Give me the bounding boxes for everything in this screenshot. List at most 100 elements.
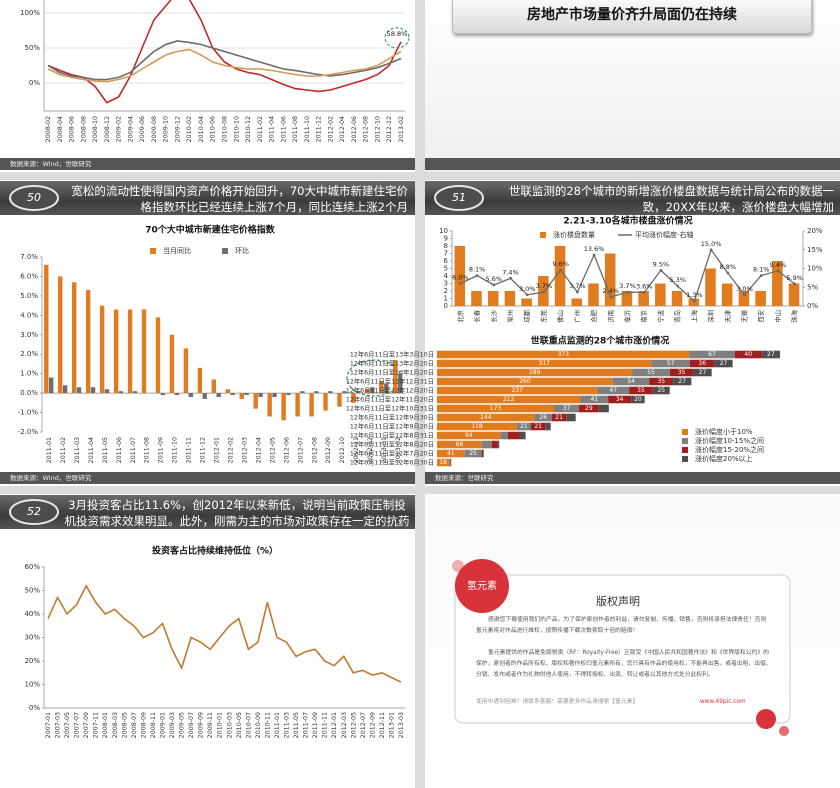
- x-tick-label: 2012-09: [369, 712, 376, 738]
- segment-label: 94: [465, 432, 473, 439]
- x-tick-label: 2011-12: [200, 437, 207, 463]
- value-label: 1.3%: [686, 291, 703, 299]
- bar: [118, 391, 124, 394]
- x-tick-label: 2011-03: [284, 712, 291, 738]
- copyright-paragraph: 感谢您下载使用我们的产品，为了保护原创作者的利益，请勿复制、传播、销售，否则将承…: [476, 617, 767, 634]
- y-category-label: 12年6月11日至12年12月20日: [346, 386, 434, 395]
- bar-segment: [500, 431, 509, 440]
- decor-dot: [779, 726, 789, 736]
- x-tick-label: 2008-09: [140, 712, 147, 738]
- y-tick-label: 7: [444, 250, 448, 258]
- slide-panel: [0, 494, 415, 788]
- y2-tick-label: 10%: [807, 265, 823, 273]
- chart: 0% 50% 100% 2008-02 2008-04 2008-06 2008-08 200…: [20, 0, 410, 142]
- bar: [571, 298, 583, 306]
- legend-label: 环比: [235, 246, 249, 255]
- bar-segment: [531, 422, 546, 431]
- segment-label: 25: [657, 387, 665, 394]
- bar: [258, 393, 263, 397]
- legend-label: 涨价幅度小于10%: [695, 427, 753, 436]
- bar: [521, 298, 532, 306]
- bar-segment: [437, 413, 535, 422]
- bar: [295, 393, 300, 417]
- value-label: 2.4%: [603, 287, 620, 295]
- x-tick-label: 2011-11: [186, 437, 193, 463]
- y-tick-label: 10%: [24, 681, 40, 689]
- x-tick-label: 2008-06: [69, 116, 76, 142]
- legend-swatch: [682, 438, 688, 444]
- bar-segment: [437, 377, 613, 386]
- bar: [323, 393, 328, 411]
- bar: [356, 391, 361, 394]
- bar-segment: [669, 368, 694, 377]
- bar: [487, 291, 499, 306]
- segment-label: 18: [439, 459, 447, 466]
- segment-label: 35: [657, 378, 665, 385]
- y-category-label: 12年6月11日至12年12月31日: [346, 377, 434, 386]
- x-tick-label: 2009-08: [151, 116, 158, 142]
- segment-label: 25: [469, 450, 477, 457]
- bar-segment: [651, 359, 691, 368]
- y-tick-label: 5: [444, 265, 448, 273]
- segment-label: 57: [667, 360, 675, 367]
- slide-heading: 3月投资客占比11.6%，创2012年以来新低，说明当前政策压制投机投资需求效果…: [64, 498, 410, 544]
- bar-segment: [580, 395, 609, 404]
- bar: [588, 283, 599, 306]
- x-tick-label: 2011-04: [269, 116, 276, 142]
- segment-label: 54: [627, 378, 635, 385]
- segment-label: 27: [678, 378, 686, 385]
- bar-segment: [649, 377, 674, 386]
- y-tick-label: 40%: [24, 610, 40, 618]
- bar: [755, 291, 766, 306]
- x-tick-label: 2009-05: [179, 712, 186, 738]
- bar: [62, 385, 68, 394]
- segment-label: 34: [616, 396, 624, 403]
- line-point: [776, 269, 780, 273]
- line-point: [759, 274, 763, 278]
- segment-label: 260: [519, 378, 531, 385]
- line-series: [47, 40, 402, 81]
- bar-segment: [437, 422, 517, 431]
- bar: [58, 276, 63, 394]
- x-tick-label: 2009-12: [174, 116, 181, 142]
- x-tick-label: 2011-09: [312, 712, 319, 738]
- legend-swatch: [682, 447, 688, 453]
- bar: [328, 391, 333, 394]
- x-tick-label: 2012-12: [367, 437, 374, 463]
- y-category-label: 12年6月11日至12年6月30日: [350, 458, 434, 467]
- annotation: 58.8%: [387, 30, 408, 38]
- x-tick-label: 2007-09: [83, 712, 90, 738]
- line-point: [642, 291, 646, 294]
- slide-heading: 世联监测的28个城市的新增涨价楼盘数据与统计局公布的数据一致，20XX年以来，涨…: [508, 184, 834, 214]
- line-point: [575, 290, 579, 294]
- value-label: 3.0%: [519, 285, 536, 293]
- header-bar: [425, 181, 840, 215]
- bar: [239, 393, 244, 399]
- x-tick-label: 2011-08: [144, 437, 151, 463]
- x-tick-label: 2011-01: [46, 437, 53, 463]
- bar: [174, 393, 180, 396]
- copyright-paragraph: 氢元素提供的作品是免版税类（RF：Royalty-Free）正版受《中国人民共和…: [476, 650, 772, 678]
- x-tick-label: 2012-07: [297, 437, 304, 463]
- x-tick-label: 2011-07: [303, 712, 310, 738]
- bar-segment: [673, 377, 692, 386]
- badge-number: 51: [452, 191, 466, 204]
- x-tick-label: 2007-07: [74, 712, 81, 738]
- segment-label: 21: [520, 423, 528, 430]
- line-point: [709, 248, 713, 252]
- y-tick-label: 0.0%: [20, 389, 38, 397]
- bar: [90, 387, 96, 394]
- x-tick-label: 2010-06: [210, 116, 217, 142]
- x-tick-label: 2009-09: [198, 712, 205, 738]
- bar: [393, 360, 398, 394]
- x-tick-label: 长春: [472, 309, 481, 322]
- bar: [160, 393, 166, 396]
- x-tick-label: 2008-01: [102, 712, 109, 738]
- segment-label: 237: [511, 387, 523, 394]
- bar: [788, 283, 800, 306]
- annotation-circle: [384, 27, 410, 49]
- bar-segment: [437, 395, 581, 404]
- bar-segment: [534, 413, 553, 422]
- x-tick-label: 2012-08: [311, 437, 318, 463]
- legend-label: 涨价楼盘数量: [553, 230, 595, 239]
